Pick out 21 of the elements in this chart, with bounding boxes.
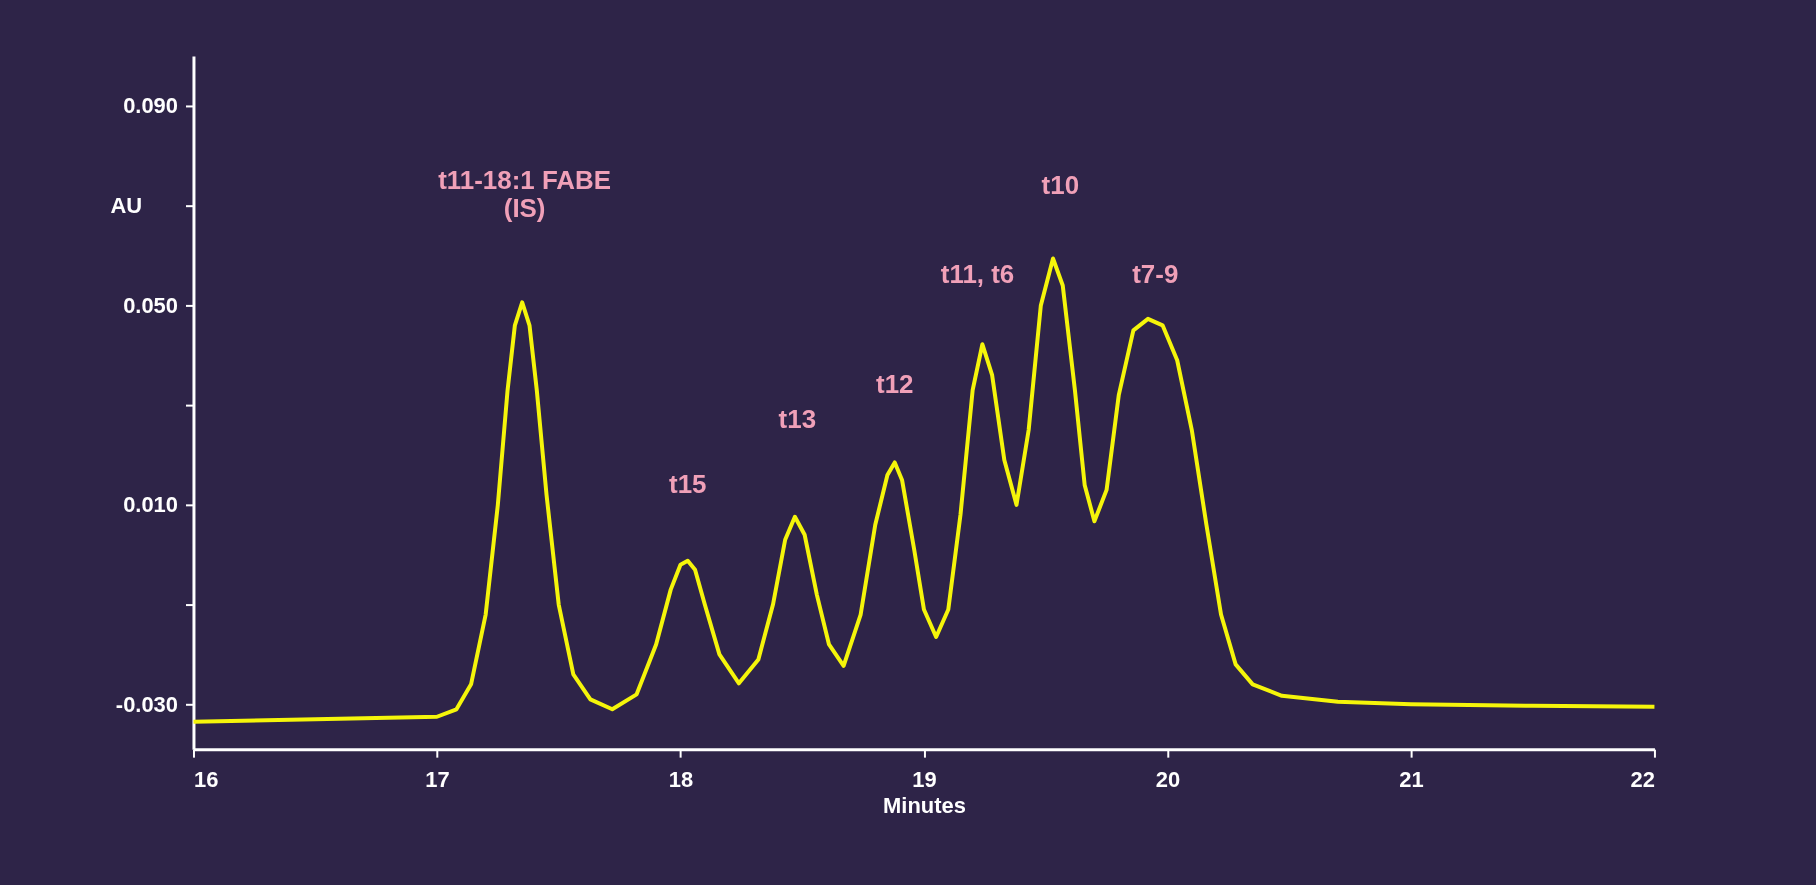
x-tick-label: 19 bbox=[912, 766, 937, 792]
x-tick-label: 16 bbox=[193, 766, 219, 792]
y-tick-label: 0.050 bbox=[123, 292, 179, 318]
y-axis-title: AU bbox=[110, 193, 143, 219]
annotation: t12 bbox=[876, 370, 914, 399]
annotation: t11-18:1 FABE (IS) bbox=[438, 165, 612, 222]
y-tick-label: -0.030 bbox=[115, 691, 179, 717]
x-tick-label: 21 bbox=[1399, 766, 1424, 792]
x-tick-label: 18 bbox=[668, 766, 694, 792]
line-series bbox=[191, 256, 1657, 724]
annotation: t15 bbox=[669, 469, 707, 498]
y-tick-label: 0.090 bbox=[123, 93, 179, 119]
x-tick-label: 22 bbox=[1630, 766, 1655, 792]
annotation: t13 bbox=[778, 405, 817, 434]
x-axis-title: Minutes bbox=[883, 793, 966, 819]
x-tick-label: 17 bbox=[425, 766, 450, 792]
x-tick-label: 20 bbox=[1155, 766, 1181, 792]
annotation: t11, t6 bbox=[940, 260, 1015, 289]
annotation: t10 bbox=[1041, 170, 1080, 199]
annotation: t7-9 bbox=[1132, 260, 1179, 289]
y-tick-label: 0.010 bbox=[123, 492, 179, 518]
